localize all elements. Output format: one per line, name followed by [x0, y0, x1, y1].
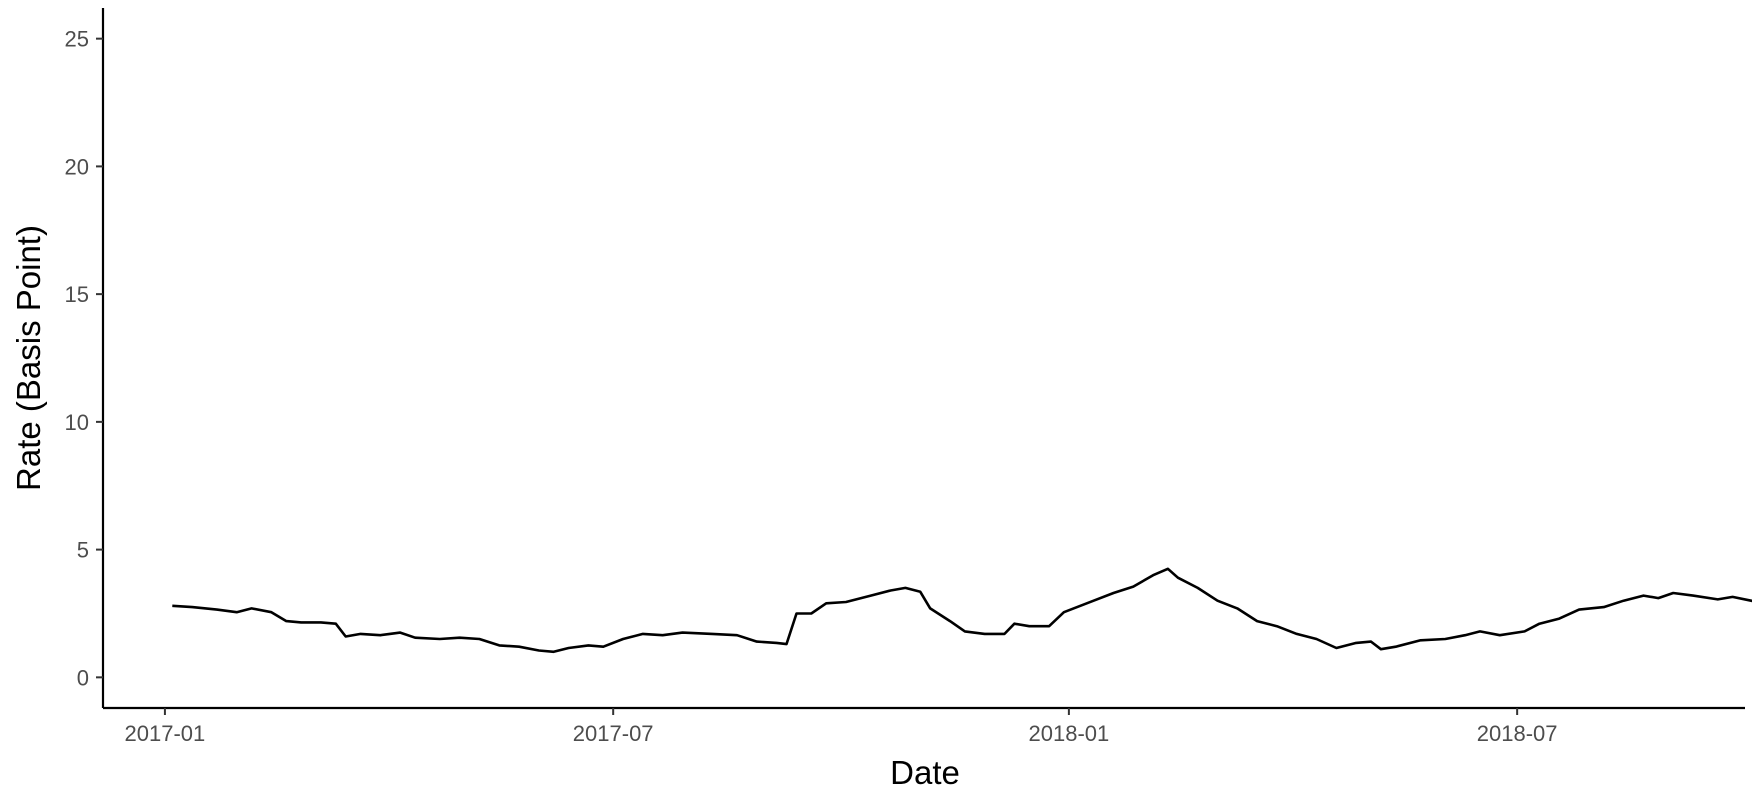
- x-tick-label: 2017-01: [125, 721, 206, 746]
- series-line-0: [172, 567, 1752, 654]
- y-tick-label: 0: [77, 665, 89, 690]
- x-tick-label: 2017-07: [573, 721, 654, 746]
- y-tick-label: 20: [65, 154, 89, 179]
- x-tick-label: 2018-07: [1477, 721, 1558, 746]
- y-tick-label: 5: [77, 538, 89, 563]
- x-tick-label: 2018-01: [1029, 721, 1110, 746]
- y-axis-title: Rate (Basis Point): [10, 225, 47, 491]
- y-tick-label: 25: [65, 27, 89, 52]
- plot-area: [172, 567, 1752, 654]
- y-tick-label: 15: [65, 282, 89, 307]
- axes: 0 5 10 15 20 25 2017-01 2017-07 2018-01 2018-07: [65, 8, 1745, 746]
- x-axis-title: Date: [890, 754, 960, 791]
- y-tick-label: 10: [65, 410, 89, 435]
